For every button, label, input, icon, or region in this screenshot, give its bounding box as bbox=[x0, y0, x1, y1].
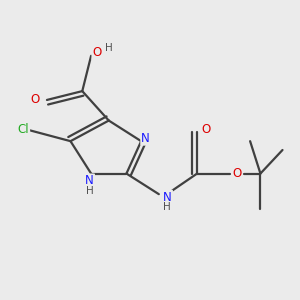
Text: O: O bbox=[92, 46, 102, 59]
Text: O: O bbox=[232, 167, 242, 180]
Text: N: N bbox=[163, 190, 172, 204]
Text: N: N bbox=[85, 174, 94, 188]
Text: N: N bbox=[141, 132, 150, 145]
Text: O: O bbox=[30, 93, 40, 106]
Text: H: H bbox=[86, 186, 94, 196]
Text: H: H bbox=[163, 202, 171, 212]
Text: Cl: Cl bbox=[18, 123, 29, 136]
Text: H: H bbox=[105, 44, 113, 53]
Text: O: O bbox=[201, 123, 211, 136]
